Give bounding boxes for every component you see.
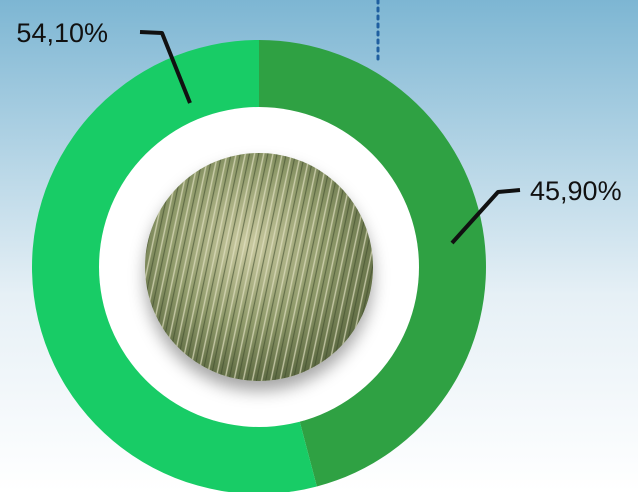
value-label: 45,90% — [530, 176, 622, 206]
slice — [259, 40, 486, 487]
leader-line — [139, 30, 192, 104]
slice — [32, 40, 317, 492]
value-label: 54,10% — [16, 18, 108, 48]
donut — [32, 40, 486, 492]
labels: 45,90% 54,10% — [16, 18, 622, 245]
photo-texture — [145, 153, 373, 381]
leader-line — [450, 188, 521, 245]
